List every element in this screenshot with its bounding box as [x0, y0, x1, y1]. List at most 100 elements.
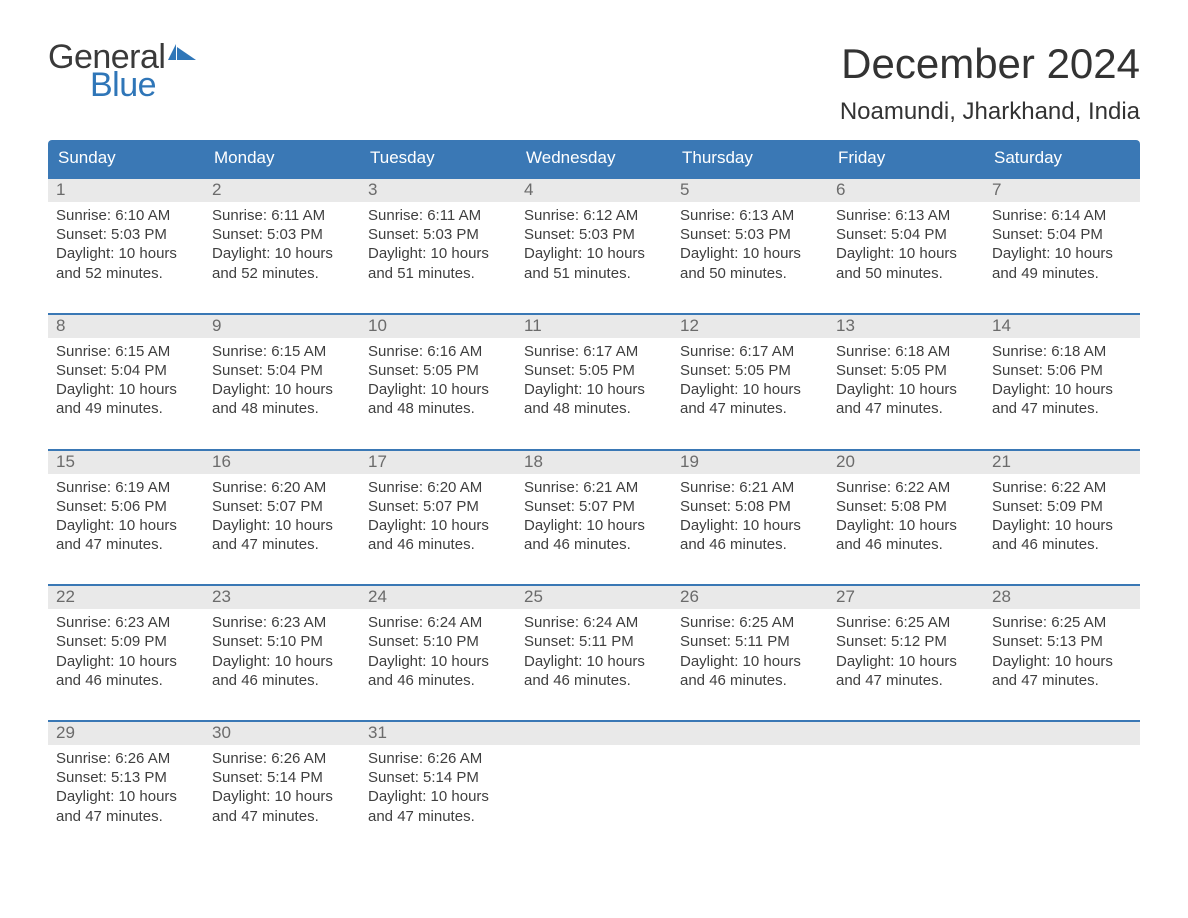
day-cell: 10Sunrise: 6:16 AMSunset: 5:05 PMDayligh…: [360, 315, 516, 425]
day-number: 31: [360, 722, 516, 745]
day-cell: 1Sunrise: 6:10 AMSunset: 5:03 PMDaylight…: [48, 179, 204, 289]
daylight-line: Daylight: 10 hours and 48 minutes.: [368, 380, 508, 418]
day-body: Sunrise: 6:11 AMSunset: 5:03 PMDaylight:…: [360, 202, 516, 289]
daylight-line: Daylight: 10 hours and 46 minutes.: [56, 652, 196, 690]
sunrise-line: Sunrise: 6:25 AM: [680, 613, 820, 632]
sunset-line: Sunset: 5:11 PM: [524, 632, 664, 651]
sunset-line: Sunset: 5:13 PM: [992, 632, 1132, 651]
sunset-line: Sunset: 5:04 PM: [212, 361, 352, 380]
day-cell: 21Sunrise: 6:22 AMSunset: 5:09 PMDayligh…: [984, 451, 1140, 561]
day-number: 20: [828, 451, 984, 474]
day-cell: .: [984, 722, 1140, 832]
sunset-line: Sunset: 5:06 PM: [56, 497, 196, 516]
sunrise-line: Sunrise: 6:13 AM: [680, 206, 820, 225]
calendar: Sunday Monday Tuesday Wednesday Thursday…: [48, 140, 1140, 832]
daylight-line: Daylight: 10 hours and 46 minutes.: [680, 652, 820, 690]
sunrise-line: Sunrise: 6:17 AM: [680, 342, 820, 361]
brand-logo: General Blue: [48, 40, 198, 102]
day-body: Sunrise: 6:11 AMSunset: 5:03 PMDaylight:…: [204, 202, 360, 289]
week-row: 1Sunrise: 6:10 AMSunset: 5:03 PMDaylight…: [48, 177, 1140, 289]
day-body: Sunrise: 6:12 AMSunset: 5:03 PMDaylight:…: [516, 202, 672, 289]
day-cell: 31Sunrise: 6:26 AMSunset: 5:14 PMDayligh…: [360, 722, 516, 832]
sunset-line: Sunset: 5:11 PM: [680, 632, 820, 651]
daylight-line: Daylight: 10 hours and 46 minutes.: [680, 516, 820, 554]
daylight-line: Daylight: 10 hours and 46 minutes.: [368, 652, 508, 690]
day-number: 9: [204, 315, 360, 338]
daylight-line: Daylight: 10 hours and 46 minutes.: [836, 516, 976, 554]
day-number: 26: [672, 586, 828, 609]
sunrise-line: Sunrise: 6:22 AM: [836, 478, 976, 497]
week-row: 29Sunrise: 6:26 AMSunset: 5:13 PMDayligh…: [48, 720, 1140, 832]
sunset-line: Sunset: 5:04 PM: [56, 361, 196, 380]
sunset-line: Sunset: 5:03 PM: [680, 225, 820, 244]
day-number: 14: [984, 315, 1140, 338]
daylight-line: Daylight: 10 hours and 47 minutes.: [56, 516, 196, 554]
daylight-line: Daylight: 10 hours and 47 minutes.: [836, 380, 976, 418]
brand-line2: Blue: [90, 68, 198, 102]
sunset-line: Sunset: 5:05 PM: [368, 361, 508, 380]
sunset-line: Sunset: 5:06 PM: [992, 361, 1132, 380]
sunrise-line: Sunrise: 6:18 AM: [836, 342, 976, 361]
day-cell: 15Sunrise: 6:19 AMSunset: 5:06 PMDayligh…: [48, 451, 204, 561]
day-cell: 8Sunrise: 6:15 AMSunset: 5:04 PMDaylight…: [48, 315, 204, 425]
sunset-line: Sunset: 5:08 PM: [680, 497, 820, 516]
dow-cell: Tuesday: [360, 140, 516, 177]
day-cell: .: [828, 722, 984, 832]
week-row: 22Sunrise: 6:23 AMSunset: 5:09 PMDayligh…: [48, 584, 1140, 696]
daylight-line: Daylight: 10 hours and 47 minutes.: [212, 787, 352, 825]
daylight-line: Daylight: 10 hours and 48 minutes.: [524, 380, 664, 418]
day-body: Sunrise: 6:19 AMSunset: 5:06 PMDaylight:…: [48, 474, 204, 561]
daylight-line: Daylight: 10 hours and 47 minutes.: [992, 652, 1132, 690]
daylight-line: Daylight: 10 hours and 49 minutes.: [992, 244, 1132, 282]
sunrise-line: Sunrise: 6:21 AM: [524, 478, 664, 497]
day-body: Sunrise: 6:25 AMSunset: 5:12 PMDaylight:…: [828, 609, 984, 696]
sunrise-line: Sunrise: 6:23 AM: [212, 613, 352, 632]
day-cell: 16Sunrise: 6:20 AMSunset: 5:07 PMDayligh…: [204, 451, 360, 561]
sunset-line: Sunset: 5:04 PM: [836, 225, 976, 244]
sunrise-line: Sunrise: 6:15 AM: [212, 342, 352, 361]
sunset-line: Sunset: 5:07 PM: [368, 497, 508, 516]
day-body: Sunrise: 6:18 AMSunset: 5:05 PMDaylight:…: [828, 338, 984, 425]
day-body: Sunrise: 6:15 AMSunset: 5:04 PMDaylight:…: [204, 338, 360, 425]
day-number: 30: [204, 722, 360, 745]
weeks-container: 1Sunrise: 6:10 AMSunset: 5:03 PMDaylight…: [48, 177, 1140, 832]
sunrise-line: Sunrise: 6:17 AM: [524, 342, 664, 361]
flag-icon: [168, 44, 198, 68]
day-body: Sunrise: 6:21 AMSunset: 5:08 PMDaylight:…: [672, 474, 828, 561]
day-cell: 19Sunrise: 6:21 AMSunset: 5:08 PMDayligh…: [672, 451, 828, 561]
daylight-line: Daylight: 10 hours and 51 minutes.: [524, 244, 664, 282]
day-cell: 7Sunrise: 6:14 AMSunset: 5:04 PMDaylight…: [984, 179, 1140, 289]
dow-cell: Monday: [204, 140, 360, 177]
day-cell: .: [672, 722, 828, 832]
day-cell: 2Sunrise: 6:11 AMSunset: 5:03 PMDaylight…: [204, 179, 360, 289]
day-number: 19: [672, 451, 828, 474]
sunset-line: Sunset: 5:10 PM: [368, 632, 508, 651]
day-number: 3: [360, 179, 516, 202]
sunrise-line: Sunrise: 6:24 AM: [524, 613, 664, 632]
day-cell: 12Sunrise: 6:17 AMSunset: 5:05 PMDayligh…: [672, 315, 828, 425]
dow-cell: Wednesday: [516, 140, 672, 177]
day-number: 24: [360, 586, 516, 609]
day-cell: 22Sunrise: 6:23 AMSunset: 5:09 PMDayligh…: [48, 586, 204, 696]
dow-cell: Friday: [828, 140, 984, 177]
daylight-line: Daylight: 10 hours and 50 minutes.: [836, 244, 976, 282]
sunrise-line: Sunrise: 6:23 AM: [56, 613, 196, 632]
day-body: Sunrise: 6:26 AMSunset: 5:14 PMDaylight:…: [204, 745, 360, 832]
day-body: Sunrise: 6:17 AMSunset: 5:05 PMDaylight:…: [672, 338, 828, 425]
sunrise-line: Sunrise: 6:18 AM: [992, 342, 1132, 361]
day-number: 21: [984, 451, 1140, 474]
sunrise-line: Sunrise: 6:24 AM: [368, 613, 508, 632]
day-body: Sunrise: 6:20 AMSunset: 5:07 PMDaylight:…: [360, 474, 516, 561]
sunset-line: Sunset: 5:07 PM: [212, 497, 352, 516]
dow-header-row: Sunday Monday Tuesday Wednesday Thursday…: [48, 140, 1140, 177]
daylight-line: Daylight: 10 hours and 47 minutes.: [836, 652, 976, 690]
day-body: Sunrise: 6:26 AMSunset: 5:14 PMDaylight:…: [360, 745, 516, 832]
header: General Blue December 2024 Noamundi, Jha…: [48, 40, 1140, 126]
sunset-line: Sunset: 5:10 PM: [212, 632, 352, 651]
page-title: December 2024: [840, 40, 1140, 88]
day-body: Sunrise: 6:21 AMSunset: 5:07 PMDaylight:…: [516, 474, 672, 561]
daylight-line: Daylight: 10 hours and 46 minutes.: [992, 516, 1132, 554]
day-body: Sunrise: 6:18 AMSunset: 5:06 PMDaylight:…: [984, 338, 1140, 425]
day-cell: 27Sunrise: 6:25 AMSunset: 5:12 PMDayligh…: [828, 586, 984, 696]
day-cell: .: [516, 722, 672, 832]
